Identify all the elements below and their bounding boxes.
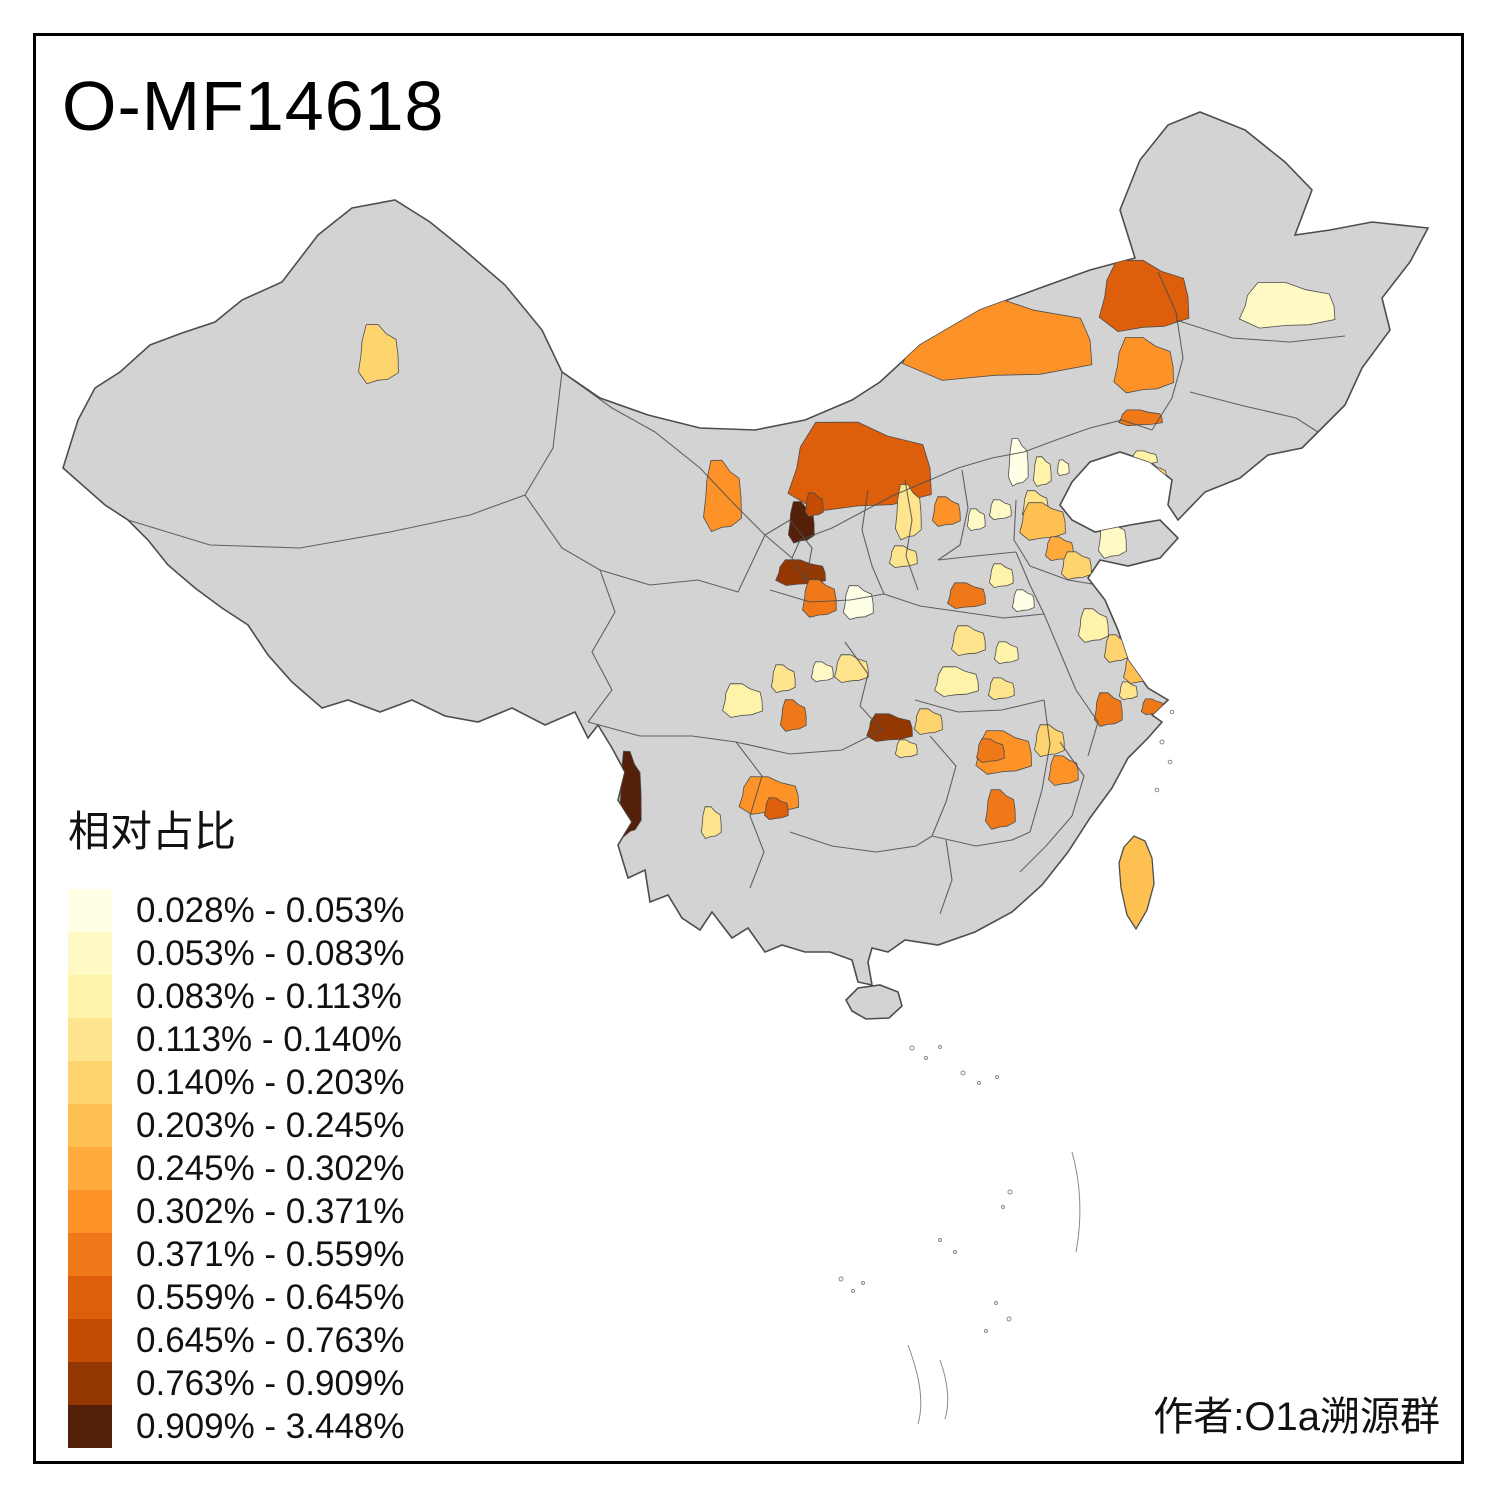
legend-items: 0.028% - 0.053% 0.053% - 0.083% 0.083% - 0… [68, 889, 405, 1448]
legend-swatch [68, 1061, 112, 1104]
legend-item: 0.302% - 0.371% [68, 1190, 405, 1233]
prefecture-region [1032, 456, 1052, 487]
hainan-island [845, 984, 903, 1020]
legend-swatch [68, 1104, 112, 1147]
legend-label: 0.113% - 0.140% [136, 1019, 402, 1059]
prefecture-region [866, 713, 913, 742]
prefecture-region [931, 496, 961, 527]
author-credit: 作者:O1a溯源群 [1153, 1395, 1440, 1439]
south-china-sea-islands [838, 709, 1175, 1425]
legend-label: 0.371% - 0.559% [136, 1234, 405, 1274]
prefecture-region [947, 582, 986, 609]
prefecture-region [810, 661, 834, 683]
prefecture-region [1118, 409, 1163, 427]
prefecture-region [966, 508, 986, 532]
prefecture-region [1123, 653, 1158, 684]
prefecture-region [1007, 438, 1029, 487]
legend-label: 0.302% - 0.371% [136, 1191, 405, 1231]
prefecture-region [1118, 681, 1138, 701]
legend-item: 0.559% - 0.645% [68, 1276, 405, 1319]
prefecture-region [834, 654, 869, 683]
prefecture-region [842, 585, 874, 620]
prefecture-region [987, 677, 1015, 701]
prefecture-region [951, 625, 986, 656]
prefecture-region [1098, 259, 1190, 333]
prefecture-region [894, 484, 922, 541]
legend-label: 0.203% - 0.245% [136, 1105, 405, 1145]
prefecture-region [988, 499, 1012, 521]
province-borders [127, 271, 1346, 915]
taiwan-island [1118, 835, 1155, 931]
prefecture-region [700, 806, 722, 839]
prefecture-region [763, 797, 789, 821]
legend-swatch [68, 1319, 112, 1362]
legend-item: 0.763% - 0.909% [68, 1362, 405, 1405]
legend-swatch [68, 1190, 112, 1233]
legend-item: 0.645% - 0.763% [68, 1319, 405, 1362]
legend-item: 0.028% - 0.053% [68, 889, 405, 932]
prefecture-region [722, 683, 763, 718]
legend-item: 0.140% - 0.203% [68, 1061, 405, 1104]
legend-swatch [68, 889, 112, 932]
prefecture-region [1113, 337, 1175, 394]
legend-item: 0.909% - 3.448% [68, 1405, 405, 1448]
legend-label: 0.028% - 0.053% [136, 890, 405, 930]
legend-label: 0.645% - 0.763% [136, 1320, 405, 1360]
prefecture-region [1060, 551, 1092, 580]
prefecture-region [779, 699, 807, 732]
prefecture-region [1056, 459, 1070, 477]
prefecture-region [802, 579, 837, 618]
legend-item: 0.371% - 0.559% [68, 1233, 405, 1276]
legend-label: 0.909% - 3.448% [136, 1406, 405, 1446]
legend-label: 0.083% - 0.113% [136, 976, 402, 1016]
page-title: O-MF14618 [62, 67, 445, 145]
prefecture-region [894, 739, 918, 759]
legend-label: 0.245% - 0.302% [136, 1148, 405, 1188]
legend-swatch [68, 1018, 112, 1061]
legend-swatch [68, 1233, 112, 1276]
prefecture-region [1238, 282, 1336, 329]
prefecture-region [976, 738, 1005, 764]
legend-swatch [68, 1147, 112, 1190]
legend-label: 0.763% - 0.909% [136, 1363, 405, 1403]
legend-item: 0.083% - 0.113% [68, 975, 405, 1018]
prefecture-region [1093, 692, 1123, 727]
prefecture-region [787, 421, 932, 512]
prefecture-region [913, 708, 943, 735]
prefecture-region [985, 789, 1016, 830]
legend-swatch [68, 1362, 112, 1405]
prefecture-region [804, 492, 824, 517]
legend-item: 0.203% - 0.245% [68, 1104, 405, 1147]
legend-label: 0.140% - 0.203% [136, 1062, 405, 1102]
legend-title: 相对占比 [68, 808, 237, 855]
prefecture-region [993, 641, 1019, 665]
legend-item: 0.245% - 0.302% [68, 1147, 405, 1190]
legend-label: 0.053% - 0.083% [136, 933, 405, 973]
prefecture-region [358, 323, 399, 385]
prefecture-region [770, 664, 796, 693]
prefecture-region [988, 563, 1014, 589]
colored-regions [358, 259, 1336, 839]
prefecture-region [1078, 608, 1109, 643]
legend-item: 0.113% - 0.140% [68, 1018, 405, 1061]
legend-swatch [68, 932, 112, 975]
prefecture-region [934, 666, 979, 697]
legend: 相对占比 0.028% - 0.053% 0.053% - 0.083% 0.083… [68, 798, 405, 1448]
prefecture-region [1011, 589, 1035, 613]
legend-swatch [68, 1276, 112, 1319]
prefecture-region [1048, 755, 1079, 786]
legend-swatch [68, 1405, 112, 1448]
legend-swatch [68, 975, 112, 1018]
legend-label: 0.559% - 0.645% [136, 1277, 405, 1317]
legend-item: 0.053% - 0.083% [68, 932, 405, 975]
prefecture-region [703, 459, 742, 533]
